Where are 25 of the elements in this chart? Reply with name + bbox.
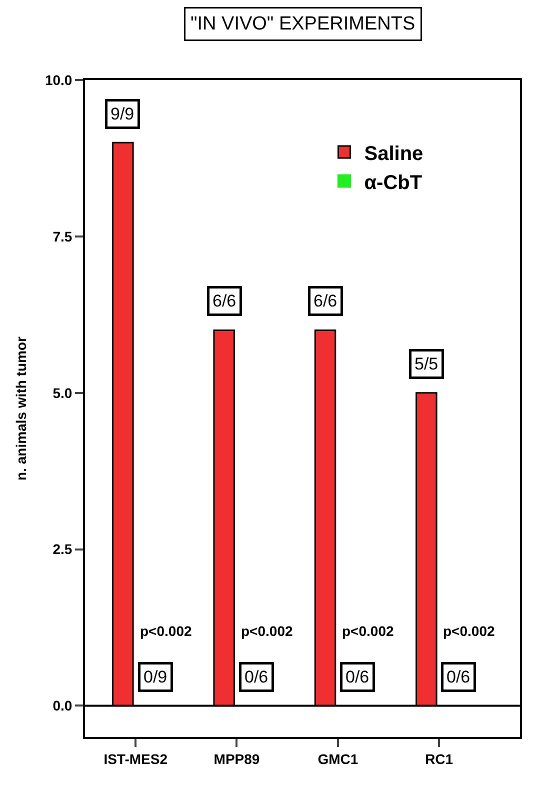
legend-label: α-CbT — [364, 172, 422, 194]
annotation: p<0.002 — [241, 623, 293, 639]
y-tick-label: 5.0 — [52, 384, 72, 401]
x-tick-label: MPP89 — [214, 750, 260, 767]
annotation: p<0.002 — [342, 623, 394, 639]
x-tick-label: IST-MES2 — [104, 750, 168, 767]
y-tick-label: 2.5 — [52, 541, 72, 558]
x-tick-label: RC1 — [425, 750, 454, 767]
annotation: 0/9 — [144, 668, 168, 686]
annotation: p<0.002 — [140, 623, 192, 639]
annotation: 9/9 — [110, 104, 134, 124]
y-tick-label: 10.0 — [44, 72, 72, 88]
annotation: p<0.002 — [443, 623, 495, 639]
annotation: 0/6 — [446, 668, 470, 686]
y-tick-label: 7.5 — [52, 228, 72, 244]
annotation: 6/6 — [314, 292, 338, 310]
annotation: 0/6 — [346, 668, 370, 686]
annotation: 0/6 — [244, 668, 268, 686]
annotation: 6/6 — [212, 292, 236, 310]
y-axis-title: n. animals with tumor — [13, 336, 30, 480]
legend-label: Saline — [364, 142, 424, 165]
chart-title: "IN VIVO" EXPERIMENTS — [190, 14, 416, 34]
annotation: 5/5 — [414, 354, 438, 374]
x-tick-label: GMC1 — [318, 750, 358, 767]
y-tick-label: 0.0 — [52, 698, 72, 714]
